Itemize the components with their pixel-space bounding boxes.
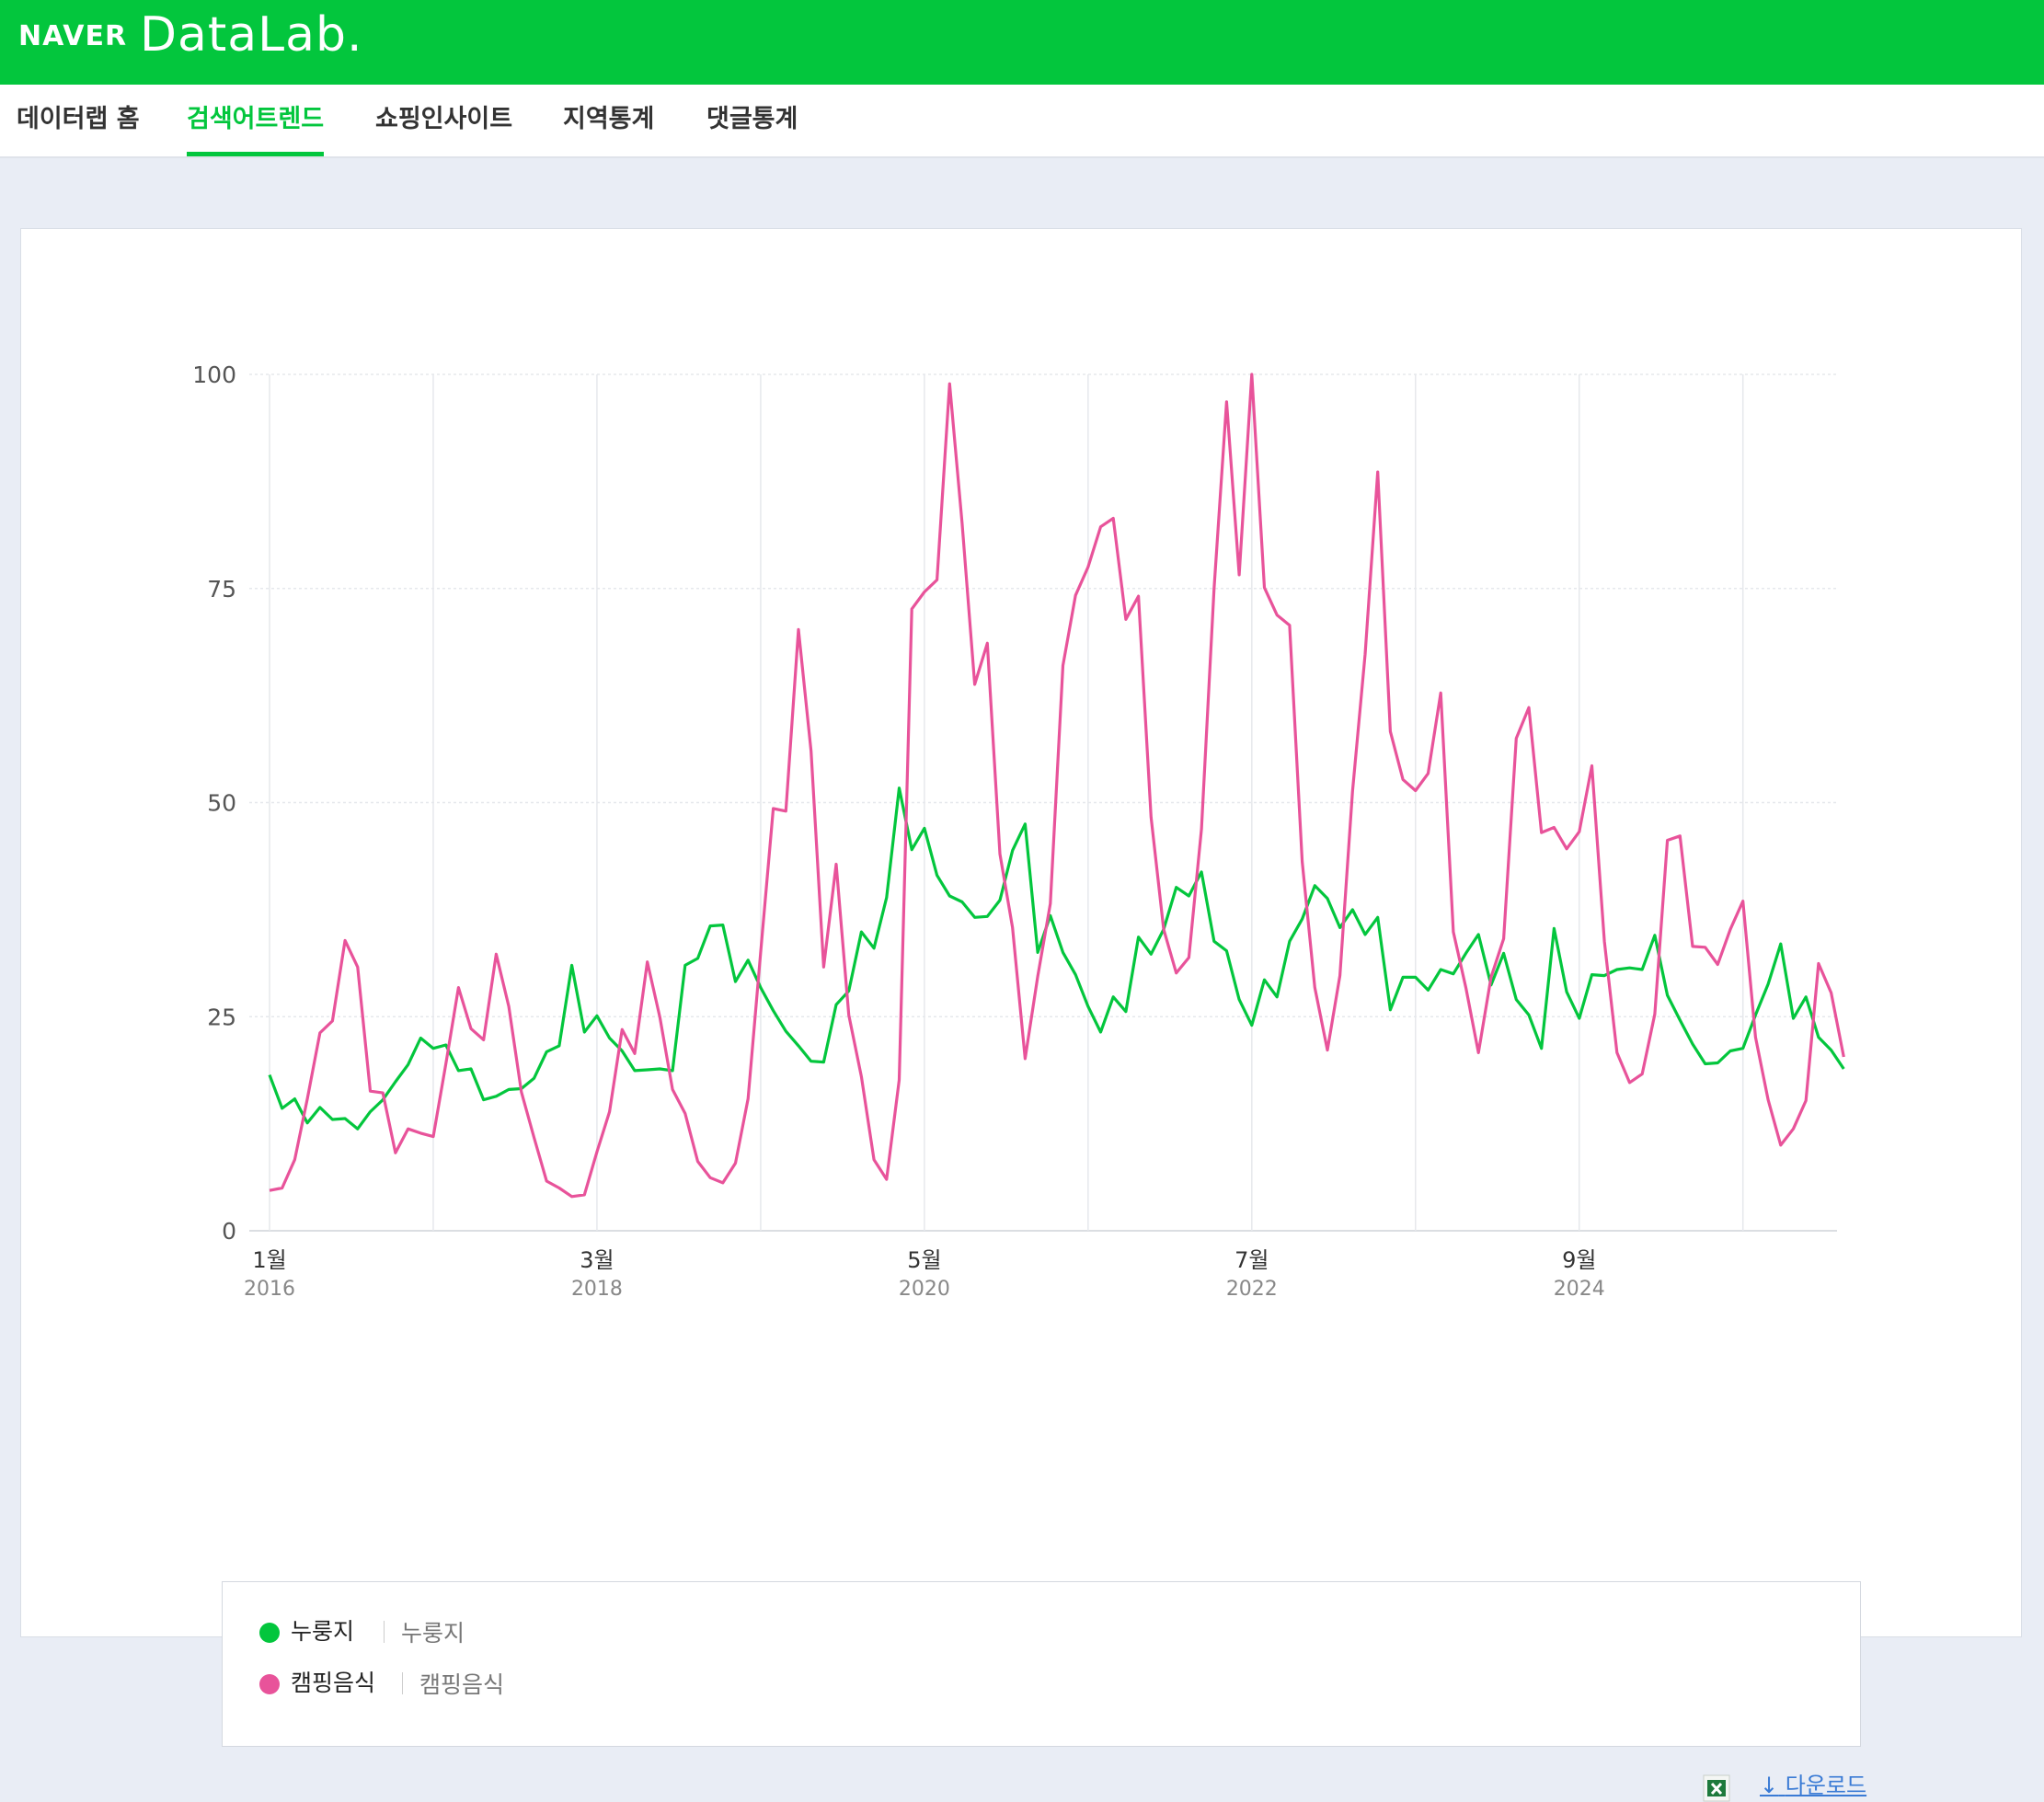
y-tick-label: 100 <box>192 362 236 388</box>
trend-chart: 0 25 50 75 100 1월 2016 3월 2018 5월 2020 7월 2022 9월 2024 <box>192 362 1845 1301</box>
y-tick-label: 25 <box>207 1004 236 1030</box>
x-tick-label-month: 3월 <box>580 1247 614 1273</box>
legend-sublabel: 캠핑음식 <box>419 1671 505 1698</box>
series-line-1 <box>268 786 1845 1131</box>
x-tick-label-year: 2022 <box>1226 1278 1278 1301</box>
legend-sublabel: 누룽지 <box>401 1620 465 1647</box>
series-line-2 <box>269 373 1845 1199</box>
legend-label: 누룽지 <box>291 1618 355 1645</box>
nav-item-comment-stats[interactable]: 댓글통계 <box>706 85 798 156</box>
x-tick-label-month: 1월 <box>252 1247 286 1273</box>
nav-item-label: 검색어트렌드 <box>187 105 325 133</box>
main-nav: 데이터랩 홈 검색어트렌드 쇼핑인사이트 지역통계 댓글통계 <box>0 85 2044 158</box>
naver-logo[interactable]: NAVER <box>18 20 128 52</box>
download-label: 다운로드 <box>1785 1773 1867 1798</box>
legend-divider <box>402 1672 403 1694</box>
top-header: NAVER DataLab. <box>0 0 2044 85</box>
y-tick-label: 0 <box>222 1218 236 1245</box>
datalab-logo[interactable]: DataLab. <box>140 7 363 63</box>
chart-legend: 누룽지 누룽지 캠핑음식 캠핑음식 <box>222 1581 1861 1747</box>
x-tick-label-month: 5월 <box>907 1247 941 1273</box>
x-tick-label-year: 2016 <box>244 1278 295 1301</box>
download-arrow-icon: ↓ <box>1760 1773 1779 1798</box>
x-tick-label-month: 7월 <box>1234 1247 1269 1273</box>
nav-item-label: 데이터랩 홈 <box>17 105 140 133</box>
download-button[interactable]: ↓ 다운로드 <box>1760 1769 1866 1802</box>
legend-divider <box>384 1621 385 1643</box>
nav-item-label: 댓글통계 <box>706 105 798 133</box>
nav-item-datalab-home[interactable]: 데이터랩 홈 <box>17 85 140 156</box>
legend-color-dot <box>259 1674 280 1694</box>
y-tick-label: 75 <box>207 576 236 603</box>
chart-panel: 0 25 50 75 100 1월 2016 3월 2018 5월 2020 7월 2022 9월 2024… <box>20 228 2022 1802</box>
nav-item-shopping-insight[interactable]: 쇼핑인사이트 <box>375 85 512 156</box>
legend-label: 캠핑음식 <box>291 1670 376 1696</box>
x-tick-label-year: 2020 <box>899 1278 950 1301</box>
nav-item-search-trend[interactable]: 검색어트렌드 <box>187 85 325 156</box>
x-tick-label-year: 2024 <box>1554 1278 1605 1301</box>
legend-color-dot <box>259 1623 280 1643</box>
active-tab-indicator <box>187 152 325 156</box>
x-tick-label-year: 2018 <box>571 1278 623 1301</box>
nav-item-label: 쇼핑인사이트 <box>375 105 513 133</box>
nav-item-regional-stats[interactable]: 지역통계 <box>563 85 654 156</box>
x-tick-label-month: 9월 <box>1562 1247 1596 1273</box>
nav-item-label: 지역통계 <box>563 105 655 133</box>
excel-icon[interactable] <box>1703 1774 1730 1802</box>
y-tick-label: 50 <box>207 790 236 817</box>
